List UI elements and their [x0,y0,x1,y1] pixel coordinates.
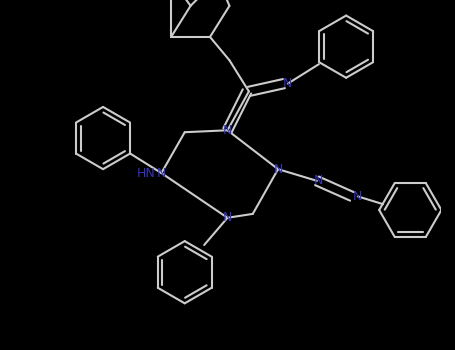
Text: N: N [283,77,293,90]
Text: N: N [223,124,232,137]
Text: N: N [314,174,324,187]
Text: N: N [353,190,363,203]
Text: N: N [273,163,283,176]
Text: N: N [223,211,232,224]
Text: HN: HN [137,167,156,180]
Text: N: N [157,167,166,180]
